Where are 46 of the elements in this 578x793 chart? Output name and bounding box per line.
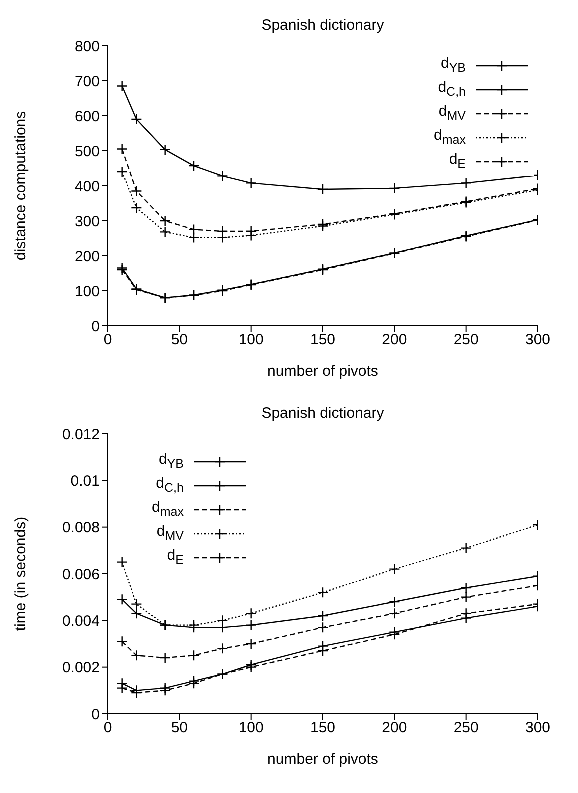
x-axis-title: number of pivots [268,751,378,768]
x-tick-label: 150 [310,720,336,737]
x-tick-label: 100 [238,332,264,349]
chart-title: Spanish dictionary [262,17,385,34]
legend-label: d$_{C,h}$ [156,474,184,497]
y-tick-label: 100 [74,283,100,300]
y-tick-label: 0.008 [62,520,100,537]
y-tick-label: 0.004 [62,612,100,630]
legend-label: d$_{C,h}$ [438,78,466,101]
x-tick-label: 300 [525,720,551,737]
x-tick-label: 50 [171,332,188,349]
y-tick-label: 200 [74,248,100,266]
legend-label: d$_{E}$ [167,546,184,569]
y-tick-label: 400 [74,178,100,196]
x-axis-title: number of pivots [268,363,378,380]
x-tick-label: 150 [310,332,336,349]
x-tick-label: 250 [454,720,479,737]
y-tick-label: 0.002 [62,660,100,677]
x-tick-label: 300 [525,332,551,349]
y-tick-label: 0 [92,706,100,724]
legend-label: d$_{MV}$ [438,102,466,125]
legend-label: d$_{YB}$ [440,54,466,77]
y-axis-title: time (in seconds) [12,516,30,632]
x-tick-label: 100 [238,720,264,737]
legend-label: d$_{max}$ [152,498,184,521]
y-tick-label: 700 [74,73,100,90]
y-tick-label: 0.01 [70,472,100,490]
x-tick-label: 250 [454,332,479,349]
x-tick-label: 0 [104,332,112,349]
legend-label: d$_{MV}$ [156,522,184,545]
legend-label: d$_{YB}$ [158,450,184,473]
y-tick-label: 800 [74,38,100,56]
y-tick-label: 0 [92,318,100,336]
legend-label: d$_{E}$ [449,150,466,173]
y-axis-title: distance computations [12,111,30,261]
chart-title: Spanish dictionary [262,405,385,422]
x-tick-label: 200 [382,720,408,737]
x-tick-label: 0 [104,720,112,737]
x-tick-label: 200 [382,332,408,349]
x-tick-label: 50 [171,720,188,737]
y-tick-label: 500 [74,143,100,160]
y-tick-label: 300 [74,213,100,230]
y-tick-label: 0.012 [62,426,100,444]
legend-label: d$_{max}$ [434,126,466,149]
y-tick-label: 600 [74,108,100,126]
y-tick-label: 0.006 [62,566,100,584]
